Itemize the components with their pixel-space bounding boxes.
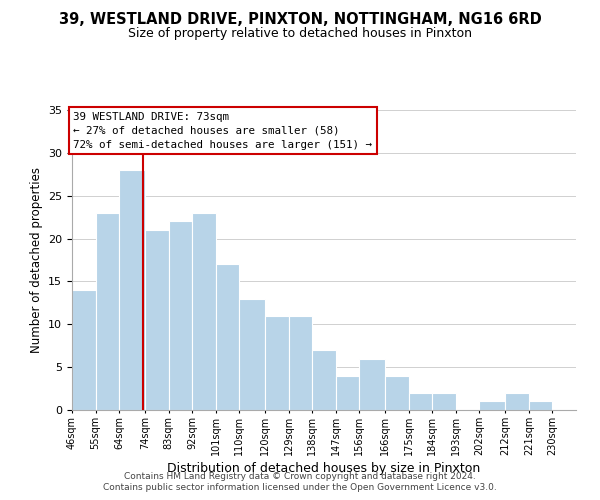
Bar (169, 222, 192, 410)
Y-axis label: Number of detached properties: Number of detached properties (29, 167, 43, 353)
Text: Size of property relative to detached houses in Pinxton: Size of property relative to detached ho… (128, 28, 472, 40)
Bar (529, 402, 553, 410)
Bar (95, 213, 119, 410)
Bar (119, 170, 145, 410)
Bar (312, 350, 336, 410)
Bar (385, 376, 409, 410)
Bar (359, 358, 385, 410)
X-axis label: Distribution of detached houses by size in Pinxton: Distribution of detached houses by size … (167, 462, 481, 475)
Bar (145, 230, 169, 410)
Text: 39 WESTLAND DRIVE: 73sqm
← 27% of detached houses are smaller (58)
72% of semi-d: 39 WESTLAND DRIVE: 73sqm ← 27% of detach… (73, 112, 373, 150)
Bar (289, 316, 312, 410)
Text: Contains public sector information licensed under the Open Government Licence v3: Contains public sector information licen… (103, 484, 497, 492)
Bar (479, 402, 505, 410)
Bar (215, 264, 239, 410)
Bar (72, 290, 95, 410)
Bar (192, 213, 215, 410)
Bar (409, 393, 433, 410)
Bar (505, 393, 529, 410)
Bar (265, 316, 289, 410)
Bar (433, 393, 456, 410)
Text: Contains HM Land Registry data © Crown copyright and database right 2024.: Contains HM Land Registry data © Crown c… (124, 472, 476, 481)
Text: 39, WESTLAND DRIVE, PINXTON, NOTTINGHAM, NG16 6RD: 39, WESTLAND DRIVE, PINXTON, NOTTINGHAM,… (59, 12, 541, 28)
Bar (336, 376, 359, 410)
Bar (239, 298, 265, 410)
